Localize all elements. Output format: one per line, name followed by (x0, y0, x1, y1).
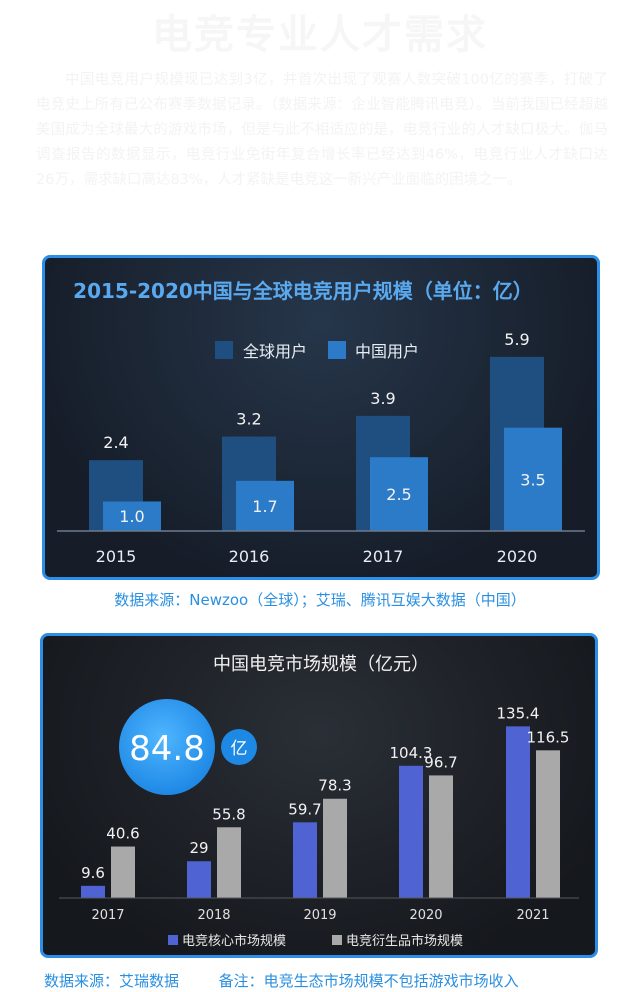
legend-swatch-core (168, 935, 178, 945)
market-chart-note: 备注：电竞生态市场规模不包括游戏市场收入 (218, 972, 519, 990)
highlight-circle (119, 699, 215, 795)
data-label-derivative-2020: 96.7 (424, 753, 457, 771)
market-chart-source: 数据来源：艾瑞数据 备注：电竞生态市场规模不包括游戏市场收入 (44, 970, 519, 991)
legend-label-global: 全球用户 (243, 342, 307, 361)
bar-china-2020 (504, 427, 562, 531)
legend-label-china: 中国用户 (355, 342, 419, 361)
x-tick-2020: 2020 (497, 547, 538, 566)
data-label-core-2019: 59.7 (288, 800, 321, 818)
legend-label-core: 电竞核心市场规模 (182, 933, 286, 949)
bar-china-2016 (236, 480, 294, 531)
bars-layer: 2.4 1.0 3.2 1.7 3.9 2.5 5.9 3.5 (89, 330, 562, 531)
market-chart-source-label: 数据来源：艾瑞数据 (44, 972, 180, 990)
data-label-global-2015: 2.4 (103, 433, 128, 452)
x-tick-2019: 2019 (303, 908, 336, 923)
data-label-global-2020: 5.9 (504, 330, 529, 349)
bar-china-2017 (370, 457, 428, 531)
data-label-china-2016: 1.7 (252, 497, 277, 516)
x-tick-2018: 2018 (197, 908, 230, 923)
highlight-bubble: 84.8 亿 (119, 699, 257, 795)
highlight-value: 84.8 (129, 729, 205, 769)
x-tick-2016: 2016 (229, 547, 270, 566)
legend-swatch-china (328, 341, 346, 359)
x-tick-2017: 2017 (91, 908, 124, 923)
bar-china-2015 (103, 501, 161, 531)
data-label-core-2017: 9.6 (81, 864, 105, 882)
highlight-unit: 亿 (231, 739, 248, 759)
data-label-derivative-2019: 78.3 (318, 777, 351, 795)
x-tick-labels: 2017 2018 2019 2020 2021 (91, 908, 549, 923)
data-label-core-2020: 104.3 (390, 744, 433, 762)
chart-legend: 电竞核心市场规模 电竞衍生品市场规模 (168, 933, 463, 949)
page-title: 电竞专业人才需求 (152, 12, 488, 58)
x-tick-2017: 2017 (363, 547, 404, 566)
data-label-derivative-2021: 116.5 (527, 728, 570, 746)
legend-label-derivative: 电竞衍生品市场规模 (346, 933, 463, 949)
bar-derivative-2018 (217, 827, 241, 898)
bar-core-2020 (399, 765, 423, 898)
data-label-core-2021: 135.4 (497, 704, 540, 722)
bar-core-2021 (506, 726, 530, 898)
data-label-global-2017: 3.9 (370, 389, 395, 408)
users-chart: 2015-2020中国与全球电竞用户规模（单位：亿） 全球用户 中国用户 2.4… (57, 279, 585, 566)
data-label-global-2016: 3.2 (236, 410, 261, 429)
legend-swatch-derivative (332, 935, 342, 945)
bar-derivative-2017 (111, 846, 135, 898)
bar-core-2018 (187, 861, 211, 898)
chart-title: 2015-2020中国与全球电竞用户规模（单位：亿） (73, 279, 533, 303)
chart-legend: 全球用户 中国用户 (215, 341, 419, 361)
data-label-derivative-2018: 55.8 (212, 805, 245, 823)
data-label-china-2015: 1.0 (119, 507, 144, 526)
x-tick-2020: 2020 (409, 908, 442, 923)
x-tick-2021: 2021 (516, 908, 549, 923)
bar-derivative-2019 (323, 798, 347, 898)
legend-swatch-global (215, 341, 233, 359)
bar-derivative-2021 (536, 750, 560, 898)
data-label-derivative-2017: 40.6 (106, 825, 139, 843)
highlight-unit-circle (221, 729, 257, 765)
chart-title: 中国电竞市场规模（亿元） (213, 654, 429, 675)
bar-core-2019 (293, 822, 317, 898)
data-label-china-2017: 2.5 (386, 485, 411, 504)
market-chart-card: 中国电竞市场规模（亿元） 84.8 亿 9.6 40.6 29 55.8 59.7 78.… (40, 633, 598, 958)
data-label-core-2018: 29 (189, 839, 208, 857)
bar-derivative-2020 (429, 775, 453, 898)
intro-paragraph: 中国电竞用户规模现已达到3亿，并首次出现了观赛人数突破100亿的赛季，打破了电竞… (36, 72, 608, 188)
x-tick-2015: 2015 (96, 547, 137, 566)
users-chart-card: 2015-2020中国与全球电竞用户规模（单位：亿） 全球用户 中国用户 2.4… (42, 255, 600, 580)
x-tick-labels: 2015 2016 2017 2020 (96, 547, 538, 566)
data-label-china-2020: 3.5 (520, 470, 545, 489)
bar-core-2017 (81, 885, 105, 898)
users-chart-source: 数据来源：Newzoo（全球）；艾瑞、腾讯互娱大数据（中国） (114, 591, 526, 609)
